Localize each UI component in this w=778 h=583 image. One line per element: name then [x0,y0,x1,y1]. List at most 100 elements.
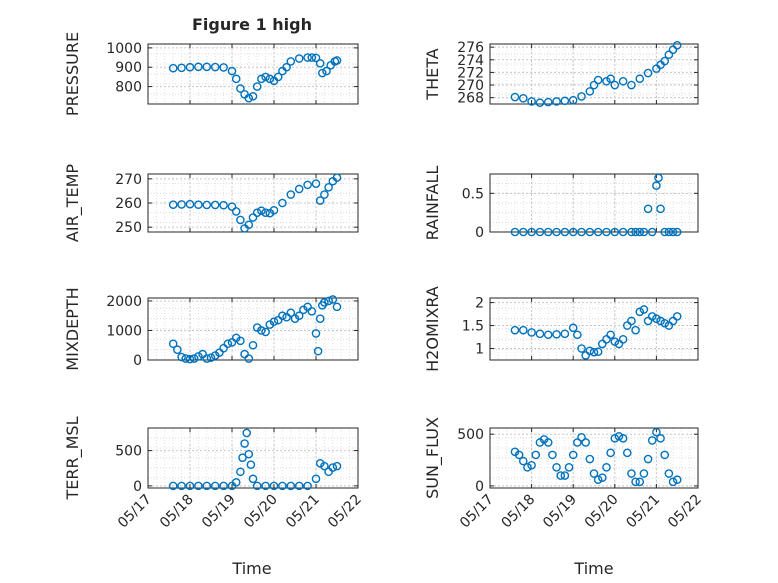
data-point [315,314,325,323]
y-tick-label: 0 [475,479,484,495]
axes-box [147,43,359,105]
data-point [248,91,258,101]
data-point [639,227,649,237]
data-point [252,481,262,491]
data-point [248,340,258,350]
x-tick-label: 05/21 [283,492,323,532]
data-point [303,180,312,190]
data-point [589,80,599,90]
data-point [543,227,553,237]
data-point [265,74,275,84]
data-point [227,202,237,211]
data-point [328,295,338,304]
data-point [543,330,553,340]
x-tick-label: 05/20 [241,492,281,532]
data-point [244,220,254,230]
x-tick-label: 05/21 [623,492,663,532]
data-point [593,227,603,237]
data-point [181,354,191,363]
data-point [668,227,678,237]
data-point [219,481,228,491]
data-point [654,173,663,183]
data-point [294,481,304,491]
data-point [307,306,317,316]
data-point [248,213,258,222]
subplot-rainfall: 0 0.5 RAINFALL [423,166,699,241]
data-point [652,181,661,190]
data-point [510,325,520,335]
data-point [294,311,304,321]
data-point [269,205,279,215]
data-point [672,227,682,237]
data-point [202,481,212,491]
data-point [185,199,195,209]
y-tick-label: 268 [457,91,484,107]
data-point [244,93,254,103]
data-point [177,200,186,209]
data-point [332,56,342,65]
data-point [286,57,296,66]
data-point [252,82,262,91]
y-tick-label: 1 [475,342,484,358]
y-tick-label: 2 [475,296,484,312]
data-point [303,53,312,62]
y-tick-label: 500 [115,444,142,460]
data-point [244,354,254,363]
data-point [543,97,553,107]
data-point [261,208,270,217]
data-point [589,469,599,478]
data-point [269,317,279,326]
data-point [593,475,603,485]
subplot-terr-msl: 0 500 05/17 05/18 05/19 05/20 05/21 05/22 TERR_M… [63,416,365,531]
data-point [261,327,270,337]
y-tick-label: 250 [115,220,142,236]
data-point [261,72,270,82]
data-point [257,206,266,216]
data-point [238,453,247,462]
data-point [647,227,657,237]
data-point [618,434,628,443]
data-point [231,74,241,84]
data-point [227,66,237,76]
data-point [322,66,331,76]
data-point [324,182,333,192]
data-point [668,477,678,487]
data-point [311,474,321,484]
data-point [564,463,574,472]
series-markers [510,173,682,237]
data-point [510,227,520,237]
data-point [219,63,228,72]
x-axis-label-right: Time [573,559,613,578]
axes-box [147,297,359,361]
data-point [606,74,615,84]
data-point [202,354,212,363]
data-point [236,84,245,93]
subplot-sun-flux: 0 500 05/17 05/18 05/19 05/20 05/21 05/22 SUN_FL… [423,417,705,531]
data-point [246,460,256,470]
data-point [552,329,561,339]
data-point [206,353,216,362]
data-point [320,190,329,199]
series-markers [168,295,342,364]
data-point [622,448,632,458]
x-tick-label: 05/18 [499,492,539,532]
data-point [210,62,220,72]
data-point [223,339,233,349]
y-axis-label: SUN_FLUX [423,417,443,499]
y-tick-label: 260 [115,196,142,212]
data-point [257,74,266,84]
data-point [552,227,561,237]
data-point [189,354,199,363]
data-point [602,463,611,472]
data-point [278,311,287,321]
y-axis-label: MIXDEPTH [63,287,82,370]
data-point [177,352,186,362]
series-markers [168,53,342,103]
x-tick-label: 05/22 [665,492,705,532]
data-point [560,227,570,237]
data-point [315,59,325,68]
data-point [194,481,203,491]
series-markers [510,427,682,487]
x-tick-label: 05/20 [582,492,622,532]
